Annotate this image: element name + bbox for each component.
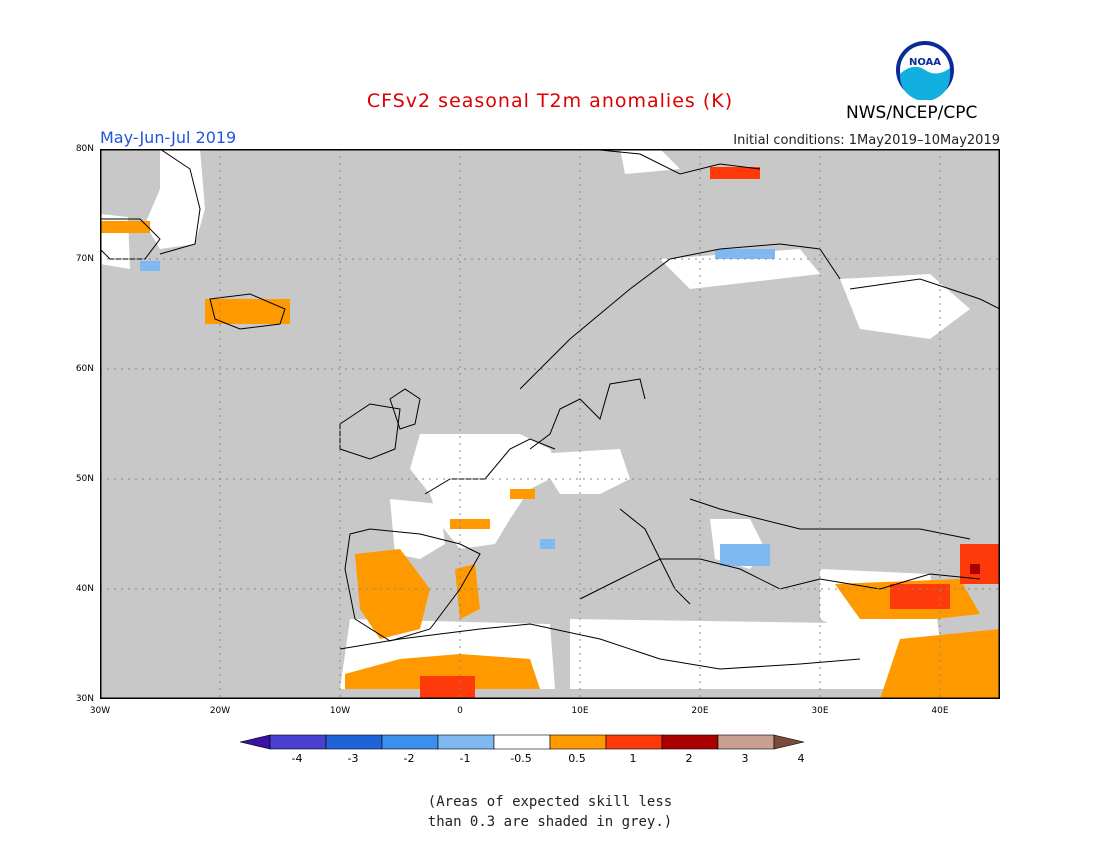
skill-note: (Areas of expected skill less than 0.3 a… [0,792,1100,832]
colorbar-label: -4 [291,752,303,765]
initial-conditions: Initial conditions: 1May2019–10May2019 [733,133,1000,148]
lat-label: 40N [75,584,94,594]
cool-anomaly-regions [140,249,775,566]
logo-text: NOAA [909,57,941,68]
lat-label: 70N [75,254,94,264]
forecast-period: May-Jun-Jul 2019 [100,128,237,147]
colorbar-label: 0.5 [568,752,586,765]
lat-label: 80N [75,144,94,154]
colorbar-cell [325,734,383,750]
organization-label: NWS/NCEP/CPC [846,103,978,123]
lat-label: 60N [75,364,94,374]
colorbar-cell [493,734,551,750]
colorbar-cell [773,734,805,750]
anomaly-map [100,149,1000,699]
colorbar-cell [605,734,663,750]
colorbar-label: 1 [629,752,637,765]
colorbar-cell [240,734,271,750]
lon-label: 40E [931,706,949,716]
lon-label: 10W [329,706,351,716]
colorbar-cell [269,734,327,750]
very-strong-warm-regions [970,564,980,574]
strong-warm-regions [420,167,1000,699]
colorbar-cell [381,734,439,750]
lat-label: 50N [75,474,94,484]
lon-label: 30E [811,706,829,716]
colorbar-label: -2 [403,752,415,765]
colorbar-label: -1 [459,752,471,765]
warm-anomaly-regions [100,221,1000,699]
colorbar-cell [717,734,775,750]
colorbar-label: 2 [685,752,693,765]
colorbar-label: -3 [347,752,359,765]
colorbar-label: 3 [741,752,749,765]
noaa-logo-icon: NOAA [896,41,954,100]
skill-note-line: than 0.3 are shaded in grey.) [427,814,673,830]
lon-label: 20E [691,706,709,716]
lon-label: 30W [89,706,111,716]
colorbar-cell [437,734,495,750]
map-title: CFSv2 seasonal T2m anomalies (K) [366,90,734,112]
colorbar-cell [549,734,607,750]
colorbar-cell [661,734,719,750]
lon-label: 20W [209,706,231,716]
colorbar-label: -0.5 [510,752,532,765]
map-frame [100,149,1000,699]
coastlines [100,149,1000,670]
graticule [100,149,1000,699]
lat-label: 30N [75,694,94,704]
colorbar [240,734,805,750]
skill-note-line: (Areas of expected skill less [427,794,673,810]
lon-label: 0 [457,706,463,716]
colorbar-label: 4 [797,752,805,765]
lon-label: 10E [571,706,589,716]
